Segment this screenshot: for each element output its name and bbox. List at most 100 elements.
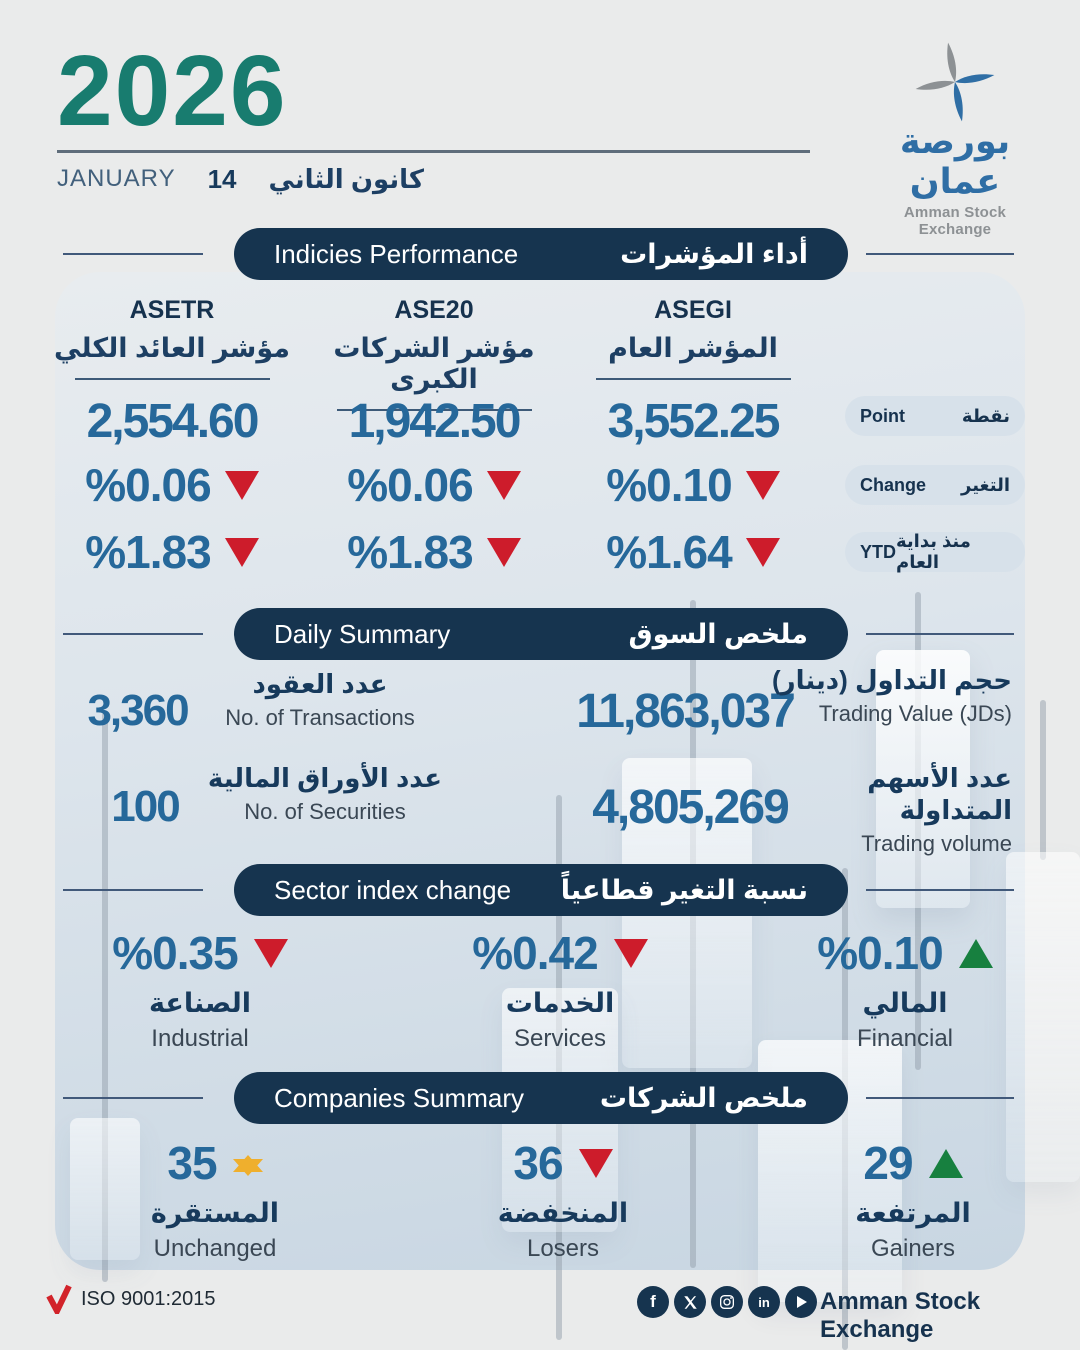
row-label-ar: نقطة [961, 405, 1010, 426]
trading-value-labels: حجم التداول (دينار) Trading Value (JDs) [760, 664, 1012, 727]
companies-label-arabic: المرتفعة [855, 1198, 971, 1228]
transactions-labels: عدد العقود No. of Transactions [200, 668, 440, 731]
row-label-en: Change [860, 474, 927, 495]
label-arabic: عدد العقود [252, 669, 388, 699]
banner-side-line-right [866, 633, 1014, 635]
youtube-icon[interactable] [785, 1286, 817, 1318]
row-label-en: Point [860, 405, 905, 426]
candlestick-body [70, 1118, 140, 1260]
banner-side-line-right [866, 253, 1014, 255]
header-divider [57, 150, 810, 153]
down-arrow-icon [224, 537, 259, 567]
companies-losers: 36 المنخفضة Losers [403, 1137, 723, 1263]
companies-banner: Companies Summary ملخص الشركات [234, 1072, 848, 1124]
checkmark-icon [46, 1284, 72, 1314]
x-twitter-icon[interactable] [674, 1286, 706, 1318]
index-ytd-value: %1.83 [27, 526, 317, 578]
play-glyph [797, 1296, 807, 1308]
sector-change-value: %0.42 [400, 927, 720, 979]
index-name-arabic: مؤشر الشركات الكبرى [333, 333, 535, 394]
companies-count: 36 [403, 1137, 723, 1189]
social-links: f in [637, 1286, 817, 1318]
trading-value: 11,863,037 [576, 685, 796, 738]
companies-label-english: Unchanged [153, 1235, 277, 1262]
index-code: ASEGI [654, 296, 732, 324]
logo-brand-arabic: بورصة عمان [899, 122, 1011, 201]
index-point-value: 2,554.60 [86, 395, 260, 448]
indices-banner: Indicies Performance أداء المؤشرات [234, 228, 848, 280]
label-english: No. of Securities [244, 799, 406, 824]
index-point-value: 3,552.25 [607, 395, 781, 448]
index-point-value: 1,942.50 [348, 395, 522, 448]
companies-count: 35 [55, 1137, 375, 1189]
down-arrow-icon [224, 470, 259, 500]
sector-banner-title-en: Sector index change [274, 874, 512, 905]
index-column-ase20: ASE20 مؤشر الشركات الكبرى [289, 296, 579, 411]
sector-name-english: Financial [856, 1025, 954, 1052]
up-arrow-icon [928, 1148, 963, 1178]
sector-banner-title-ar: نسبة التغير قطاعياً [560, 874, 808, 905]
down-arrow-icon [578, 1148, 613, 1178]
companies-gainers: 29 المرتفعة Gainers [753, 1137, 1073, 1263]
down-arrow-icon [613, 938, 648, 968]
securities-value: 100 [111, 782, 180, 831]
row-label-ar: منذ بداية العام [896, 531, 971, 572]
down-arrow-icon [253, 938, 288, 968]
index-name-arabic: مؤشر العائد الكلي [54, 333, 290, 363]
index-ytd-value: %1.64 [548, 526, 838, 578]
trading-volume-value: 4,805,269 [592, 781, 790, 834]
banner-side-line-right [866, 889, 1014, 891]
iso-text: ISO 9001:2015 [81, 1287, 216, 1310]
daily-banner-title-en: Daily Summary [274, 618, 451, 649]
sector-services: %0.42 الخدمات Services [400, 927, 720, 1053]
down-arrow-icon [745, 537, 780, 567]
indices-banner-title-en: Indicies Performance [274, 238, 519, 269]
index-change-value: %0.10 [548, 459, 838, 511]
instagram-icon[interactable] [711, 1286, 743, 1318]
index-underline [336, 409, 532, 411]
linkedin-icon[interactable]: in [748, 1286, 780, 1318]
ase-logo: بورصة عمان Amman Stock Exchange [872, 42, 1038, 238]
down-arrow-icon [486, 537, 521, 567]
facebook-icon[interactable]: f [637, 1286, 669, 1318]
unchanged-diamond-icon [232, 1154, 263, 1176]
index-ytd-value: %1.83 [289, 526, 579, 578]
label-arabic: عدد الأسهم المتداولة [867, 763, 1012, 825]
banner-side-line-left [63, 889, 203, 891]
index-underline [74, 378, 270, 380]
sector-change-value: %0.10 [745, 927, 1065, 979]
star-icon [915, 42, 995, 122]
banner-side-line-right [866, 1097, 1014, 1099]
index-code: ASETR [129, 296, 215, 324]
sector-name-arabic: المالي [862, 988, 948, 1018]
banner-side-line-left [63, 633, 203, 635]
transactions-value: 3,360 [87, 686, 189, 735]
sector-industrial: %0.35 الصناعة Industrial [40, 927, 360, 1053]
month-arabic: كانون الثاني [268, 163, 424, 194]
sector-financial: %0.10 المالي Financial [745, 927, 1065, 1053]
sector-name-arabic: الخدمات [505, 988, 615, 1018]
banner-side-line-left [63, 1097, 203, 1099]
row-label-en: YTD [860, 541, 896, 562]
footer-brand-text: Amman Stock Exchange [820, 1288, 981, 1343]
index-change-value: %0.06 [289, 459, 579, 511]
candlestick-body [1006, 852, 1080, 1182]
month-english: JANUARY [57, 165, 176, 192]
companies-count: 29 [753, 1137, 1073, 1189]
label-arabic: حجم التداول (دينار) [771, 665, 1012, 695]
companies-unchanged: 35 المستقرة Unchanged [55, 1137, 375, 1263]
sector-change-value: %0.35 [40, 927, 360, 979]
companies-banner-title-ar: ملخص الشركات [599, 1082, 808, 1113]
daily-summary-banner: Daily Summary ملخص السوق [234, 608, 848, 660]
companies-label-english: Losers [526, 1235, 600, 1262]
day-number: 14 [207, 163, 237, 194]
companies-banner-title-en: Companies Summary [274, 1082, 524, 1113]
label-english: Trading volume [861, 831, 1012, 856]
index-code: ASE20 [394, 296, 474, 324]
candlestick-wick [1040, 700, 1046, 860]
down-arrow-icon [745, 470, 780, 500]
report-year: 2026 [57, 35, 288, 147]
banner-side-line-left [63, 253, 203, 255]
row-label-change: Change التغير [845, 465, 1025, 505]
